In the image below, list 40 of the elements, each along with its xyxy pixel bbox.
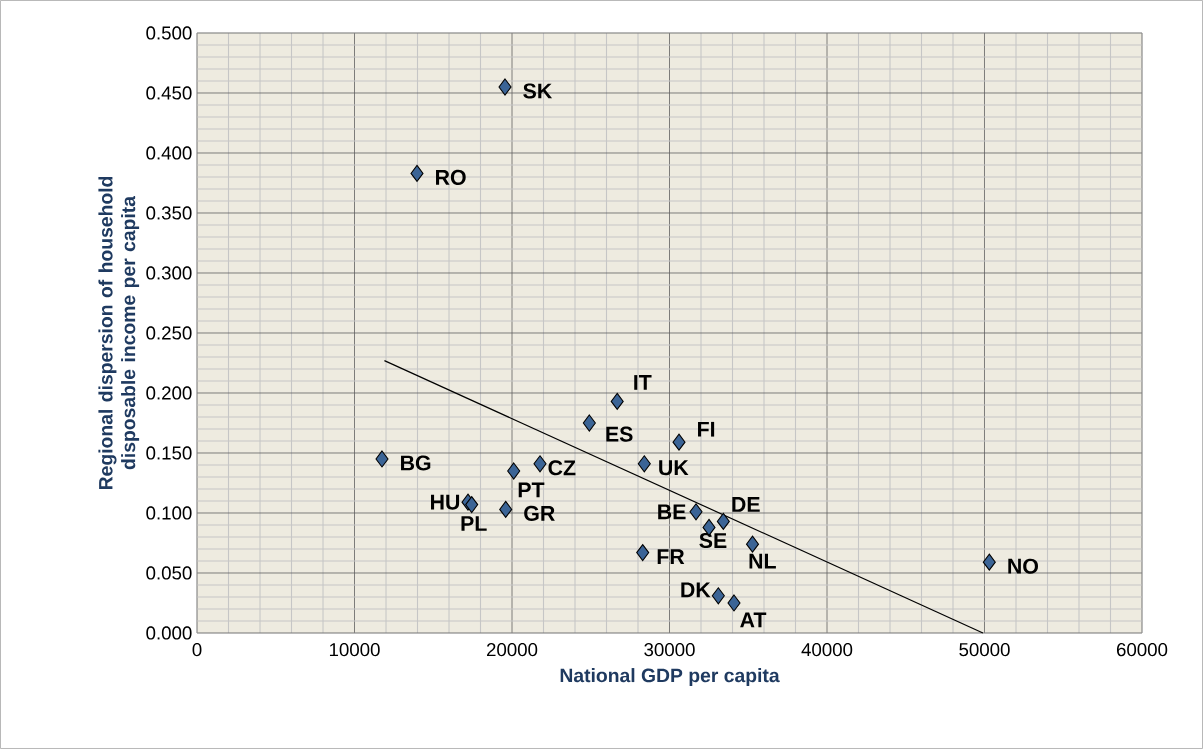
annotation: HU <box>431 494 460 510</box>
y-tick-label: 0.050 <box>146 566 192 580</box>
annotation: FI <box>698 421 715 437</box>
annotation: FR <box>657 549 685 564</box>
y-tick-label: 0.200 <box>146 386 192 400</box>
x-tick-label: 20000 <box>486 643 538 657</box>
y-tick-label: 0.300 <box>146 266 192 280</box>
y-tick-label: 0.500 <box>146 26 192 40</box>
annotation: DE <box>732 497 760 512</box>
x-tick-label: 10000 <box>329 643 380 657</box>
annotation: ES <box>606 426 633 442</box>
annotation: SK <box>523 83 553 99</box>
y-tick-label: 0.250 <box>146 326 192 340</box>
x-tick-label: 30000 <box>644 643 695 657</box>
y-tick-label: 0.400 <box>146 146 192 160</box>
annotation: BE <box>658 504 686 520</box>
annotation: GR <box>524 505 555 521</box>
annotation: UK <box>659 460 689 476</box>
annotation: PT <box>518 482 545 498</box>
x-axis-title: National GDP per capita <box>560 668 780 687</box>
y-axis-title: Regional dispersion of household disposable income per capita <box>98 176 140 490</box>
annotation: IT <box>634 375 652 390</box>
annotation: CZ <box>548 460 576 476</box>
y-tick-label: 0.450 <box>146 86 192 100</box>
annotation: DK <box>681 582 711 598</box>
x-tick-label: 0 <box>192 643 202 657</box>
y-tick-label: 0.350 <box>146 206 192 220</box>
annotation: PL <box>461 516 487 531</box>
annotation: AT <box>740 612 767 628</box>
y-tick-label: 0.100 <box>146 506 192 520</box>
y-tick-label: 0.150 <box>146 446 192 460</box>
annotation: BG <box>401 455 431 471</box>
y-tick-label: 0.000 <box>146 626 192 640</box>
annotation: NO <box>1008 558 1039 574</box>
annotation: NL <box>749 553 776 569</box>
x-tick-label: 40000 <box>801 643 853 657</box>
x-tick-label: 60000 <box>1116 643 1168 657</box>
annotation: RO <box>436 169 466 185</box>
x-tick-label: 50000 <box>959 643 1010 657</box>
annotation: SE <box>699 532 727 549</box>
